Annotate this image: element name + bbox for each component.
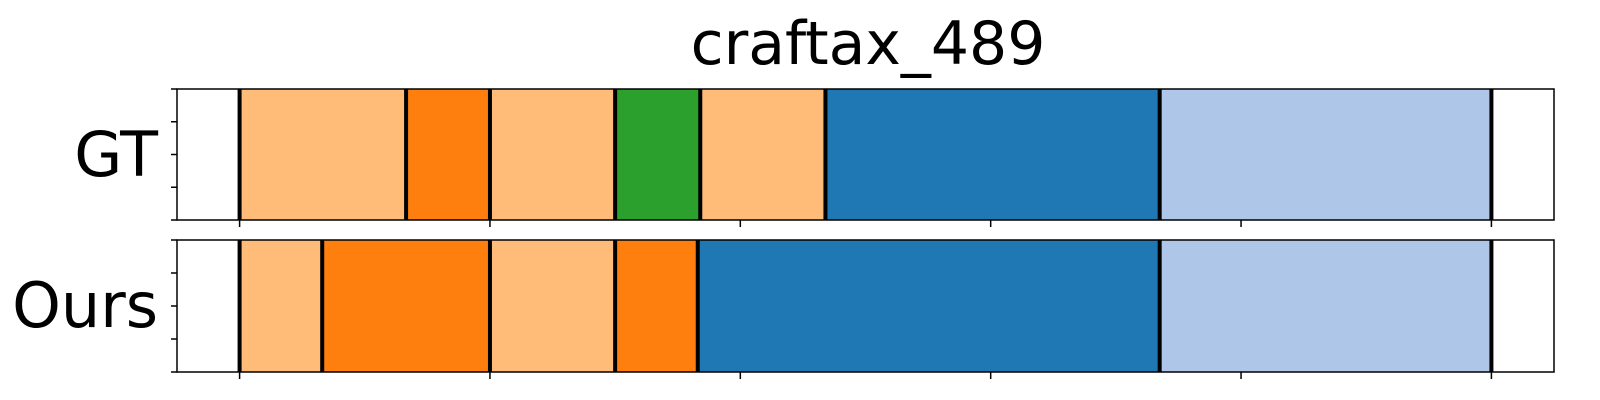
segment-6 xyxy=(1159,240,1492,372)
row-gt: GT xyxy=(74,88,1555,227)
segment-2 xyxy=(406,89,490,220)
segment-5 xyxy=(700,89,826,220)
row-label: Ours xyxy=(12,269,158,342)
segment-2 xyxy=(322,240,490,372)
row-label: GT xyxy=(74,118,159,191)
rows: GT Ours xyxy=(12,88,1555,379)
segment-6 xyxy=(825,89,1160,220)
segment-4 xyxy=(615,240,698,372)
segment-5 xyxy=(697,240,1160,372)
segment-1 xyxy=(239,89,407,220)
chart-title: craftax_489 xyxy=(691,9,1046,79)
segment-7 xyxy=(1159,89,1492,220)
segment-3 xyxy=(489,89,616,220)
segment-4 xyxy=(615,89,701,220)
row-ours: Ours xyxy=(12,239,1555,379)
segment-1 xyxy=(239,240,323,372)
segment-3 xyxy=(489,240,616,372)
